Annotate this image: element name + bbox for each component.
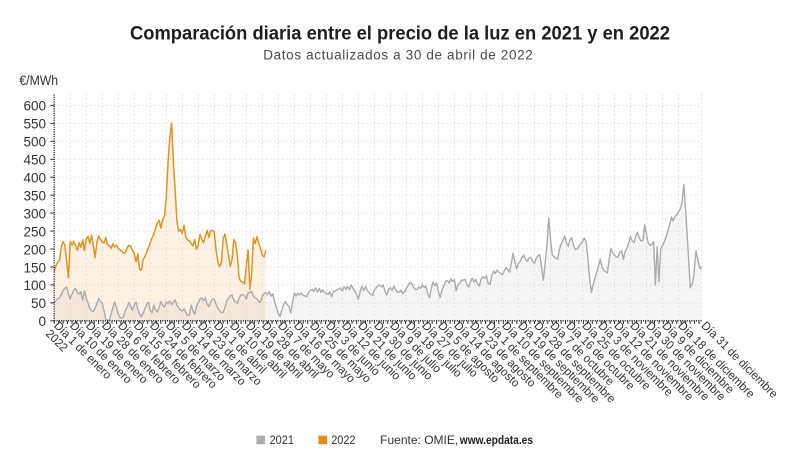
svg-text:€/MWh: €/MWh [19, 73, 58, 88]
svg-text:500: 500 [23, 135, 46, 150]
svg-text:350: 350 [23, 189, 46, 204]
svg-text:600: 600 [23, 99, 46, 114]
svg-text:Comparación diaria entre el pr: Comparación diaria entre el precio de la… [130, 23, 670, 44]
svg-text:550: 550 [23, 117, 46, 132]
svg-text:0: 0 [38, 314, 46, 329]
svg-text:400: 400 [23, 171, 46, 186]
svg-text:450: 450 [23, 153, 46, 168]
svg-text:2022: 2022 [331, 434, 355, 447]
svg-text:2021: 2021 [270, 434, 294, 447]
svg-text:100: 100 [23, 278, 46, 293]
svg-text:250: 250 [23, 224, 46, 239]
svg-text:www.epdata.es: www.epdata.es [459, 434, 533, 447]
svg-text:Datos actualizados a 30 de abr: Datos actualizados a 30 de abril de 2022 [263, 48, 533, 63]
svg-text:Fuente: OMIE,: Fuente: OMIE, [380, 434, 458, 447]
svg-text:50: 50 [31, 296, 46, 311]
svg-text:200: 200 [23, 242, 46, 257]
svg-text:150: 150 [23, 260, 46, 275]
svg-text:300: 300 [23, 206, 46, 221]
